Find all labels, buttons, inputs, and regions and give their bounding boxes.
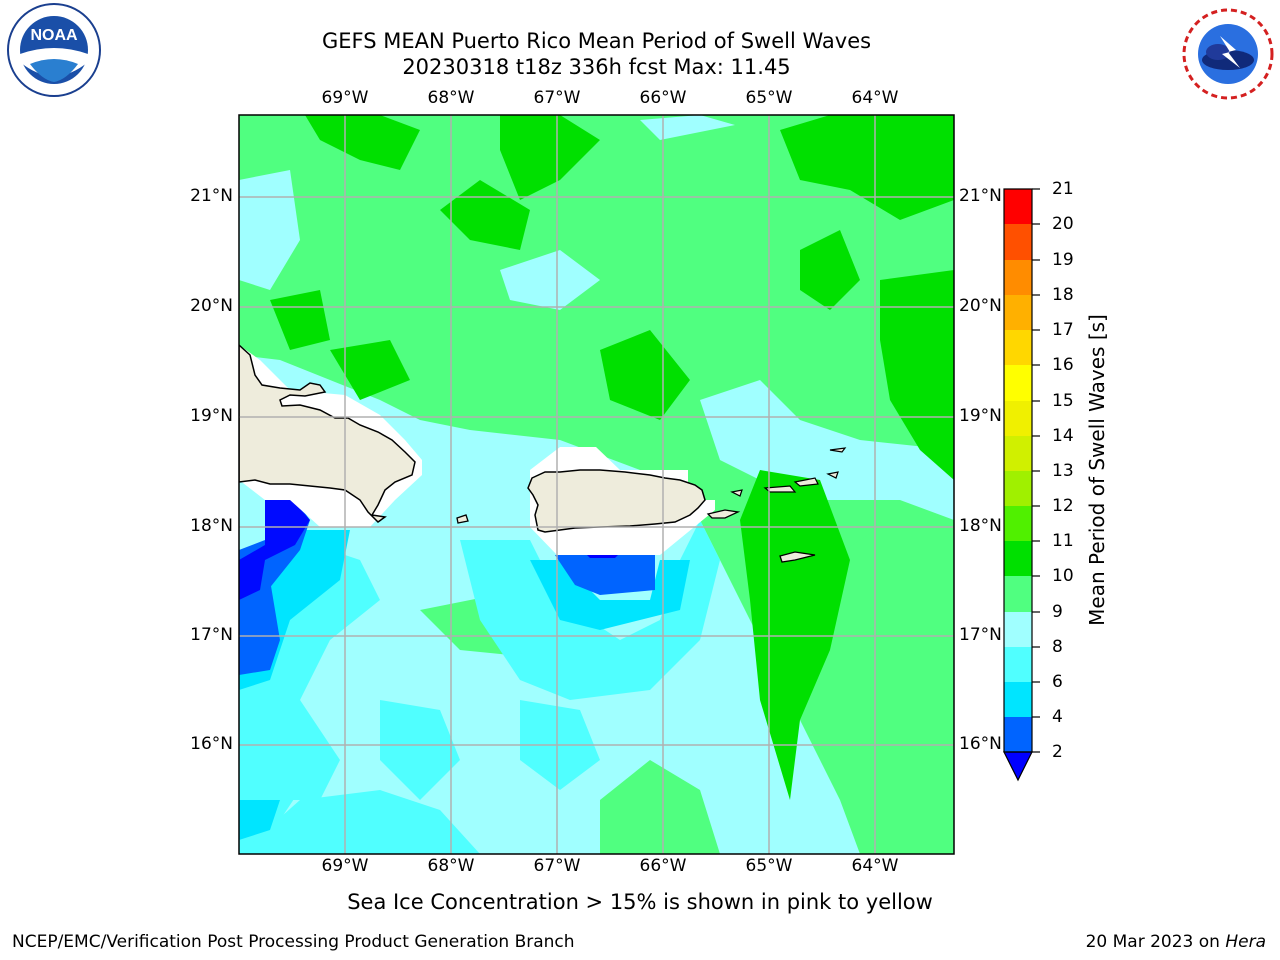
map-title: GEFS MEAN Puerto Rico Mean Period of Swe… xyxy=(321,29,872,53)
lon-label-top: 64°W xyxy=(851,88,899,108)
lat-label-right: 16°N xyxy=(959,734,1002,754)
colorbar-tick: 4 xyxy=(1052,707,1063,727)
lat-label-right: 20°N xyxy=(959,296,1002,316)
lon-label-bottom: 68°W xyxy=(427,856,475,876)
noaa-logo-text: NOAA xyxy=(30,27,78,44)
lon-label-top: 67°W xyxy=(533,88,581,108)
colorbar-tick: 19 xyxy=(1052,250,1074,270)
colorbar-tick: 13 xyxy=(1052,461,1074,481)
colorbar-tick: 20 xyxy=(1052,214,1074,234)
st-croix-island xyxy=(779,551,816,563)
lon-label-top: 65°W xyxy=(745,88,793,108)
colorbar-label: Mean Period of Swell Waves [s] xyxy=(1085,314,1109,626)
anegada-island xyxy=(829,447,847,453)
colorbar-tick: 8 xyxy=(1052,637,1063,657)
colorbar-tick: 12 xyxy=(1052,496,1074,516)
colorbar-tick: 2 xyxy=(1052,742,1063,762)
footer-date-text: 20 Mar 2023 on xyxy=(1085,932,1226,952)
colorbar-tick: 14 xyxy=(1052,426,1074,446)
map-subtitle: 20230318 t18z 336h fcst Max: 11.45 xyxy=(402,55,791,79)
mona-island xyxy=(456,514,469,524)
lon-label-bottom: 67°W xyxy=(533,856,581,876)
hispaniola-land xyxy=(239,343,416,523)
virgin-gorda-island xyxy=(826,471,839,479)
lat-label-left: 17°N xyxy=(190,625,233,645)
colorbar-tick: 18 xyxy=(1052,285,1074,305)
graticule xyxy=(239,115,954,854)
colorbar-tick: 21 xyxy=(1052,179,1074,199)
colorbar-tick: 9 xyxy=(1052,602,1063,622)
field-below-2 xyxy=(239,500,310,600)
noaa-logo: NOAA xyxy=(7,3,101,97)
colorbar-tick: 6 xyxy=(1052,672,1063,692)
sea-ice-note: Sea Ice Concentration > 15% is shown in … xyxy=(347,890,933,914)
nws-logo xyxy=(1182,8,1274,100)
colorbar-tick: 11 xyxy=(1052,531,1074,551)
lat-label-right: 21°N xyxy=(959,186,1002,206)
lat-label-right: 17°N xyxy=(959,625,1002,645)
lat-label-left: 19°N xyxy=(190,406,233,426)
colorbar-tick: 16 xyxy=(1052,355,1074,375)
lat-label-left: 21°N xyxy=(190,186,233,206)
culebra-island xyxy=(730,489,743,497)
lat-label-right: 19°N xyxy=(959,406,1002,426)
colorbar xyxy=(1003,188,1040,782)
lon-label-top: 68°W xyxy=(427,88,475,108)
lon-label-bottom: 64°W xyxy=(851,856,899,876)
swell-period-field xyxy=(239,115,954,854)
lat-label-left: 18°N xyxy=(190,516,233,536)
vieques-island xyxy=(706,509,741,519)
footer-date: 20 Mar 2023 on Hera xyxy=(1086,932,1266,952)
colorbar-tick: 10 xyxy=(1052,566,1074,586)
footer-host: Hera xyxy=(1225,932,1266,952)
colorbar-tick: 17 xyxy=(1052,320,1074,340)
puerto-rico-land xyxy=(527,469,706,533)
lat-label-left: 16°N xyxy=(190,734,233,754)
lon-label-bottom: 65°W xyxy=(745,856,793,876)
lat-label-right: 18°N xyxy=(959,516,1002,536)
colorbar-tick: 15 xyxy=(1052,391,1074,411)
lon-label-bottom: 69°W xyxy=(321,856,369,876)
lon-label-top: 69°W xyxy=(321,88,369,108)
footer-credit: NCEP/EMC/Verification Post Processing Pr… xyxy=(12,932,575,952)
lon-label-bottom: 66°W xyxy=(639,856,687,876)
lon-label-top: 66°W xyxy=(639,88,687,108)
map-frame xyxy=(238,114,955,855)
tortola-island xyxy=(793,477,819,487)
lat-label-left: 20°N xyxy=(190,296,233,316)
